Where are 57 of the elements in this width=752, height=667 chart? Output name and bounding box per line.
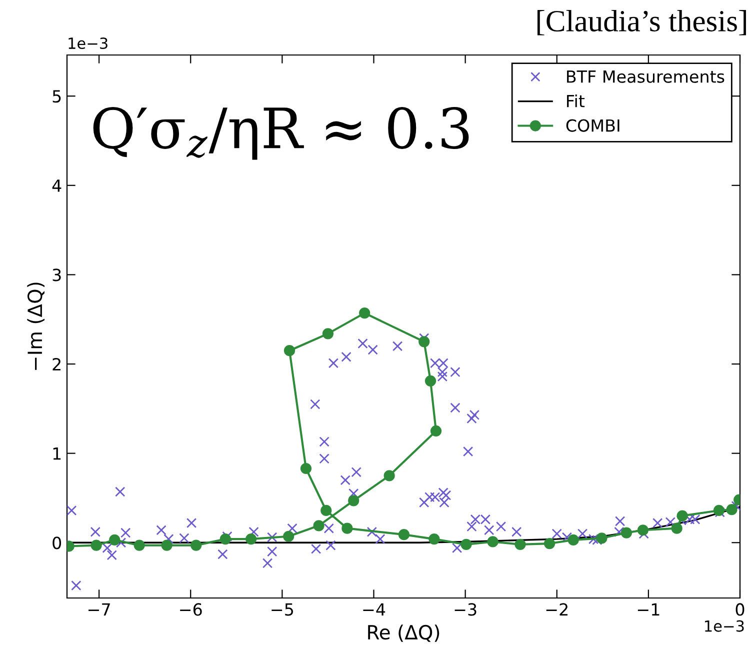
point bbox=[398, 529, 410, 540]
legend-label: Fit bbox=[567, 94, 585, 108]
legend-label: BTF Measurements bbox=[567, 70, 724, 83]
point bbox=[284, 345, 296, 356]
y-tick-label: 0 bbox=[52, 536, 62, 550]
x-tick-label: −7 bbox=[88, 603, 110, 616]
point bbox=[514, 538, 526, 550]
point bbox=[418, 336, 430, 348]
x-tick-label: −6 bbox=[180, 603, 202, 616]
x-tick-label: −3 bbox=[454, 603, 476, 616]
y-tick-label: 1 bbox=[53, 448, 61, 460]
y-tick-label: 3 bbox=[52, 268, 61, 282]
x-tick-label: −1 bbox=[638, 603, 660, 616]
point bbox=[726, 504, 738, 516]
point bbox=[161, 540, 172, 551]
point bbox=[245, 534, 257, 545]
point bbox=[596, 532, 608, 544]
text: [Claudia’s thesis] bbox=[537, 10, 746, 36]
point bbox=[342, 522, 353, 534]
point bbox=[220, 534, 231, 545]
x-axis-title: Re (ΔQ) bbox=[368, 624, 440, 642]
point bbox=[313, 520, 324, 532]
point bbox=[384, 470, 395, 482]
x-tick-label: −2 bbox=[546, 603, 568, 616]
y-tick-label: 4 bbox=[52, 180, 62, 192]
point bbox=[637, 524, 648, 536]
point bbox=[568, 534, 579, 546]
x-tick-label: 0 bbox=[736, 603, 744, 616]
point bbox=[430, 425, 442, 437]
legend-label: COMBI bbox=[566, 119, 620, 132]
point bbox=[322, 328, 334, 340]
point bbox=[544, 538, 556, 550]
point bbox=[713, 504, 724, 516]
point bbox=[134, 540, 145, 551]
point bbox=[300, 462, 312, 474]
text: 1e−3 bbox=[68, 37, 108, 50]
x-tick-label: −4 bbox=[363, 603, 386, 616]
point bbox=[428, 534, 440, 545]
point bbox=[671, 522, 682, 534]
annotation: Q′σ$_{z}$/ηR ≈ 0.3 bbox=[93, 106, 469, 160]
point bbox=[424, 375, 436, 387]
point bbox=[620, 527, 632, 538]
point bbox=[320, 504, 332, 516]
y-tick-label: 5 bbox=[52, 90, 61, 103]
point bbox=[359, 308, 370, 319]
point bbox=[487, 536, 498, 548]
y-axis-title: −Im (ΔQ) bbox=[27, 282, 44, 370]
y-tick-label: 2 bbox=[52, 358, 60, 370]
point bbox=[676, 510, 688, 522]
point bbox=[283, 530, 294, 542]
point bbox=[190, 540, 202, 551]
text: 1e−3 bbox=[705, 620, 744, 632]
point bbox=[460, 538, 472, 550]
point bbox=[348, 495, 360, 506]
x-tick-label: −5 bbox=[272, 603, 294, 616]
point bbox=[109, 534, 120, 546]
point bbox=[90, 540, 102, 551]
